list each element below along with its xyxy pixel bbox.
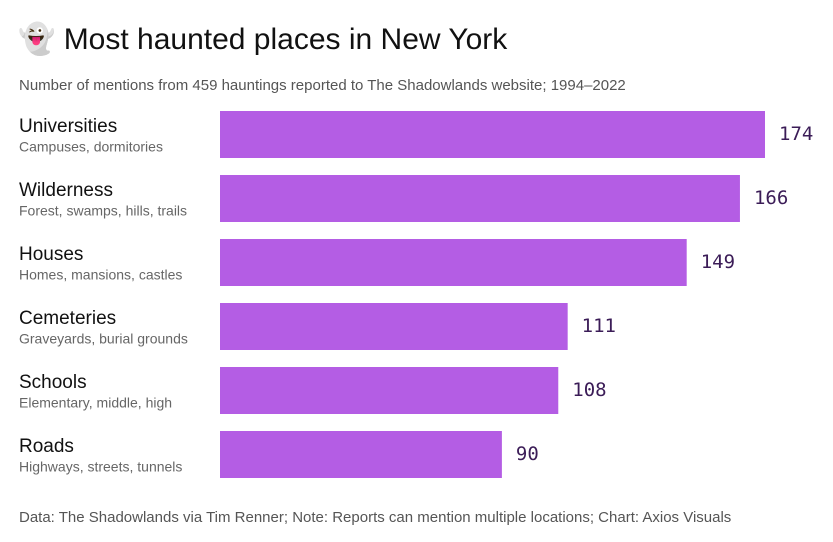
- category-label: Schools: [19, 372, 87, 393]
- chart-title: 👻 Most haunted places in New York: [18, 20, 508, 57]
- category-description: Campuses, dormitories: [19, 139, 163, 155]
- category-label: Houses: [19, 244, 83, 265]
- value-label: 149: [701, 251, 735, 273]
- category-label: Roads: [19, 436, 74, 457]
- category-description: Homes, mansions, castles: [19, 267, 182, 283]
- value-label: 108: [572, 379, 606, 401]
- bar: [220, 367, 559, 414]
- bar: [220, 303, 568, 350]
- category-description: Graveyards, burial grounds: [19, 331, 188, 347]
- value-label: 166: [754, 187, 788, 209]
- chart-subtitle: Number of mentions from 459 hauntings re…: [19, 77, 626, 94]
- bar: [220, 431, 502, 478]
- value-label: 174: [779, 123, 813, 145]
- category-description: Forest, swamps, hills, trails: [19, 203, 187, 219]
- category-description: Highways, streets, tunnels: [19, 459, 182, 475]
- category-description: Elementary, middle, high: [19, 395, 172, 411]
- value-label: 90: [516, 443, 539, 465]
- category-label: Cemeteries: [19, 308, 116, 329]
- bar: [220, 175, 740, 222]
- category-label: Universities: [19, 116, 117, 137]
- value-label: 111: [582, 315, 616, 337]
- bar: [220, 111, 765, 158]
- chart-footer: Data: The Shadowlands via Tim Renner; No…: [19, 509, 731, 526]
- category-label: Wilderness: [19, 180, 113, 201]
- bar: [220, 239, 687, 286]
